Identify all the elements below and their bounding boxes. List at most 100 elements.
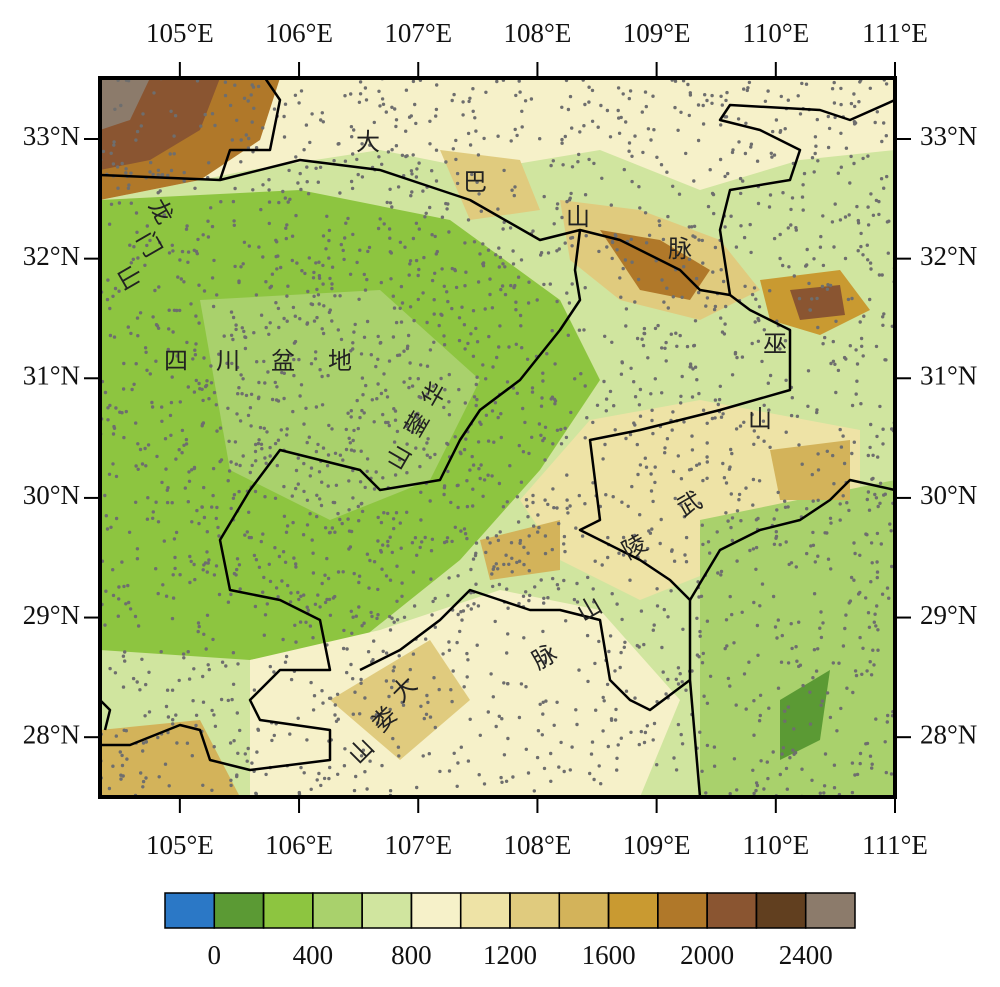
station-dot (651, 628, 655, 632)
station-dot (800, 462, 804, 466)
station-dot (411, 236, 416, 241)
station-dot (128, 243, 132, 247)
station-dot (841, 644, 846, 648)
station-dot (302, 148, 306, 152)
station-dot (375, 397, 379, 401)
station-dot (289, 353, 293, 357)
station-dot (134, 500, 138, 504)
station-dot (201, 674, 205, 679)
station-dot (778, 543, 782, 547)
station-dot (154, 500, 158, 504)
station-dot (663, 451, 667, 455)
station-dot (410, 430, 415, 434)
station-dot (174, 713, 178, 717)
station-dot (334, 483, 339, 487)
station-dot (563, 426, 567, 430)
station-dot (456, 574, 460, 578)
station-dot (500, 780, 504, 784)
station-dot (861, 253, 865, 257)
station-dot (349, 662, 353, 667)
station-dot (775, 508, 779, 512)
station-dot (444, 201, 448, 206)
station-dot (744, 486, 748, 490)
station-dot (173, 555, 177, 560)
station-dot (492, 440, 496, 444)
station-dot (723, 646, 727, 651)
station-dot (501, 262, 505, 266)
station-dot (170, 688, 175, 692)
station-dot (486, 248, 491, 252)
station-dot (108, 666, 112, 671)
station-dot (207, 558, 211, 562)
station-dot (175, 741, 179, 745)
station-dot (778, 772, 782, 777)
station-dot (542, 194, 546, 199)
station-dot (302, 771, 306, 775)
station-dot (268, 579, 273, 584)
station-dot (207, 397, 211, 401)
station-dot (410, 384, 415, 388)
station-dot (139, 124, 143, 128)
y-tick-label: 30°N (920, 480, 977, 510)
station-dot (613, 718, 618, 722)
station-dot (173, 114, 178, 118)
station-dot (779, 94, 783, 99)
station-dot (202, 485, 206, 490)
station-dot (318, 165, 323, 169)
station-dot (211, 637, 215, 642)
station-dot (457, 338, 462, 343)
station-dot (358, 92, 363, 96)
station-dot (204, 383, 209, 388)
station-dot (415, 415, 419, 420)
station-dot (381, 102, 386, 107)
station-dot (723, 322, 727, 326)
station-dot (379, 520, 384, 525)
station-dot (210, 224, 215, 229)
station-dot (163, 762, 168, 766)
station-dot (759, 759, 763, 763)
station-dot (326, 484, 330, 488)
station-dot (219, 458, 224, 462)
station-dot (232, 223, 236, 227)
province-border (359, 588, 691, 712)
station-dot (390, 148, 394, 152)
station-dot (568, 768, 572, 772)
station-dot (311, 708, 316, 712)
station-dot (682, 420, 686, 424)
station-dot (811, 530, 815, 535)
station-dot (636, 277, 641, 282)
station-dot (689, 467, 693, 471)
station-dot (189, 559, 193, 564)
station-dot (658, 223, 662, 228)
station-dot (650, 418, 654, 423)
station-dot (267, 178, 271, 182)
station-dot (186, 250, 191, 254)
station-dot (456, 612, 460, 617)
station-dot (848, 344, 852, 348)
station-dot (297, 790, 301, 795)
station-dot (450, 699, 454, 704)
station-dot (451, 147, 455, 151)
station-dot (374, 713, 379, 717)
station-dot (352, 428, 356, 433)
station-dot (283, 560, 288, 564)
station-dot (277, 554, 282, 559)
station-dot (432, 676, 436, 680)
station-dot (853, 669, 858, 673)
station-dot (111, 764, 115, 768)
station-dot (517, 79, 521, 83)
station-dot (885, 586, 890, 590)
station-dot (364, 98, 369, 102)
station-dot (224, 664, 228, 668)
station-dot (433, 596, 437, 601)
place-label: 盆 (271, 347, 295, 375)
station-dot (200, 387, 204, 391)
station-dot (349, 415, 353, 419)
station-dot (282, 135, 287, 139)
station-dot (704, 304, 708, 308)
station-dot (235, 567, 239, 572)
station-dot (368, 759, 372, 763)
station-dot (870, 762, 874, 766)
station-dot (694, 276, 699, 281)
station-dot (380, 97, 385, 101)
